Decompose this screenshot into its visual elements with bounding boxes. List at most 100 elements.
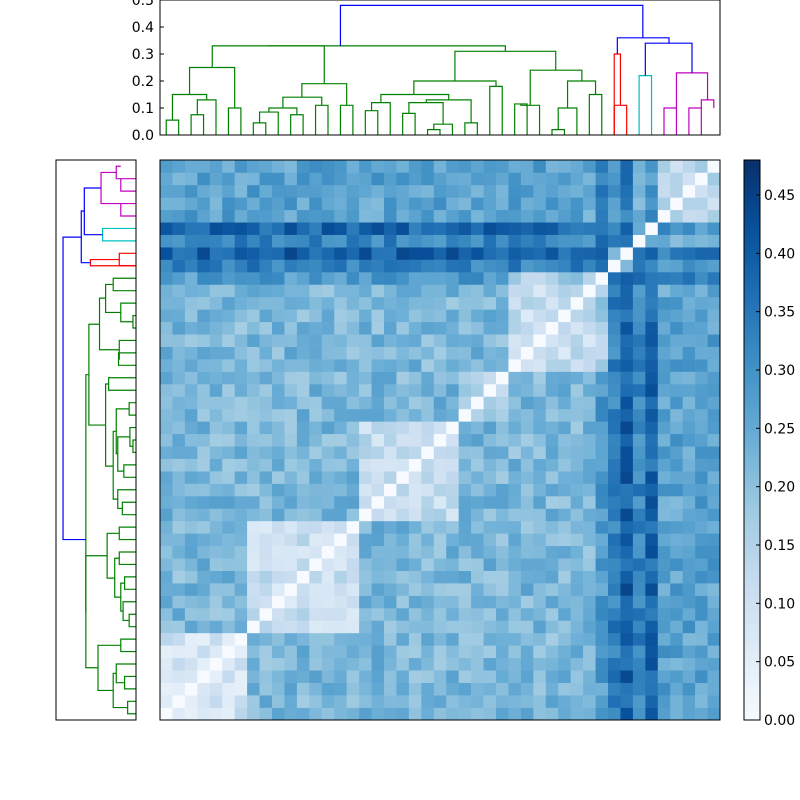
heatmap-cell [520, 384, 534, 397]
heatmap-cell [160, 184, 173, 198]
heatmap-cell [632, 309, 646, 323]
heatmap-cell [458, 184, 472, 198]
heatmap-cell [346, 247, 360, 260]
dendrogram-link [464, 122, 478, 135]
heatmap-cell [608, 408, 621, 422]
heatmap-cell [707, 396, 721, 410]
heatmap-cell [632, 545, 646, 559]
heatmap-cell [384, 471, 397, 484]
heatmap-cell [471, 359, 484, 372]
heatmap-cell [433, 583, 447, 596]
heatmap-cell [657, 620, 671, 634]
heatmap-cell [670, 334, 683, 347]
heatmap-cell [384, 433, 397, 447]
heatmap-cell [209, 446, 223, 459]
heatmap-cell [209, 632, 223, 646]
heatmap-cell [595, 496, 609, 509]
heatmap-cell [197, 247, 211, 260]
heatmap-cell [533, 483, 547, 497]
heatmap-cell [222, 384, 235, 397]
heatmap-cell [272, 421, 285, 435]
heatmap-cell [620, 645, 634, 659]
heatmap-cell [446, 421, 459, 435]
heatmap-cell [172, 583, 186, 596]
heatmap-cell [657, 309, 671, 323]
heatmap-cell [483, 458, 497, 472]
heatmap-cell [583, 209, 596, 223]
heatmap-cell [545, 346, 559, 360]
heatmap-cell [408, 558, 422, 571]
heatmap-cell [682, 371, 696, 385]
heatmap-cell [520, 160, 534, 173]
heatmap-cell [197, 209, 211, 223]
heatmap-cell [309, 458, 323, 472]
heatmap-cell [657, 371, 671, 385]
heatmap-cell [632, 247, 646, 260]
heatmap-cell [346, 209, 360, 223]
heatmap-cell [583, 670, 596, 683]
heatmap-cell [259, 408, 273, 422]
heatmap-cell [284, 695, 298, 708]
heatmap-cell [558, 508, 571, 522]
dendrogram-link [108, 377, 136, 391]
heatmap-cell [608, 695, 621, 708]
heatmap-cell [520, 483, 534, 497]
heatmap-cell [558, 682, 571, 696]
heatmap-cell [209, 508, 223, 522]
heatmap-cell [657, 483, 671, 497]
heatmap-cell [496, 533, 509, 547]
heatmap-cell [583, 384, 596, 397]
heatmap-cell [234, 508, 248, 522]
heatmap-cell [707, 570, 721, 584]
heatmap-cell [421, 620, 435, 634]
heatmap-cell [272, 558, 285, 571]
heatmap-cell [309, 483, 323, 497]
heatmap-cell [371, 184, 385, 198]
heatmap-cell [247, 184, 260, 198]
y-tick-label: 0.4 [132, 20, 154, 36]
heatmap-cell [346, 234, 360, 248]
heatmap-cell [595, 184, 609, 198]
heatmap-cell [645, 620, 659, 634]
heatmap-cell [184, 259, 198, 273]
heatmap-cell [595, 483, 609, 497]
heatmap-cell [197, 632, 211, 646]
heatmap-cell [483, 533, 497, 547]
heatmap-cell [184, 222, 198, 235]
heatmap-cell [645, 695, 659, 708]
heatmap-cell [682, 496, 696, 509]
heatmap-cell [421, 371, 435, 385]
heatmap-cell [234, 608, 248, 621]
heatmap-cell [458, 545, 472, 559]
heatmap-cell [446, 595, 459, 609]
heatmap-cell [583, 707, 596, 721]
heatmap-cell [408, 682, 422, 696]
heatmap-cell [545, 657, 559, 671]
heatmap-cell [707, 458, 721, 472]
heatmap-cell [583, 645, 596, 659]
heatmap-cell [234, 520, 248, 534]
heatmap-cell [558, 471, 571, 484]
heatmap-cell [670, 632, 683, 646]
heatmap-cell [172, 508, 186, 522]
heatmap-cell [707, 359, 721, 372]
heatmap-cell [384, 446, 397, 459]
heatmap-cell [396, 645, 410, 659]
heatmap-cell [209, 471, 223, 484]
heatmap-cell [558, 197, 571, 211]
dendrogram-link [551, 129, 566, 135]
heatmap-cell [184, 446, 198, 459]
heatmap-cell [371, 583, 385, 596]
heatmap-cell [620, 160, 634, 173]
heatmap-cell [682, 508, 696, 522]
heatmap-cell [645, 657, 659, 671]
heatmap-cell [396, 359, 410, 372]
heatmap-cell [533, 222, 547, 235]
heatmap-cell [160, 520, 173, 534]
heatmap-cell [259, 458, 273, 472]
heatmap-cell [645, 396, 659, 410]
heatmap-cell [471, 247, 484, 260]
heatmap-cell [545, 583, 559, 596]
heatmap-cell [707, 496, 721, 509]
heatmap-cell [421, 570, 435, 584]
